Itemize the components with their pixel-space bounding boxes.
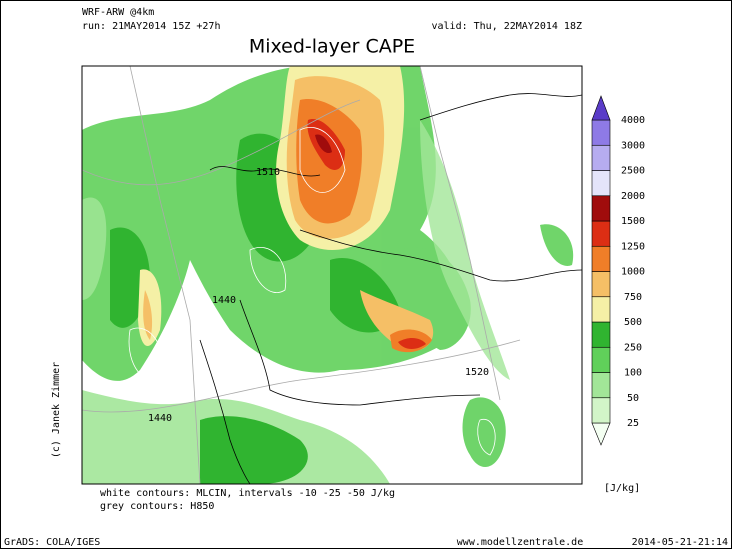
color-segment (591, 271, 611, 298)
run-label: run: 21MAY2014 15Z +27h (82, 21, 220, 32)
colorbar-label: 25 (627, 418, 639, 429)
legend-grey: grey contours: H850 (100, 501, 214, 512)
colorbar-label: 250 (624, 342, 642, 353)
valid-label: valid: Thu, 22MAY2014 18Z (431, 21, 582, 32)
colorbar-label: 750 (624, 292, 642, 303)
color-segment (591, 220, 611, 247)
map-title: Mixed-layer CAPE (249, 36, 415, 58)
color-segment (591, 245, 611, 272)
credit: (c) Janek Zimmer (51, 362, 62, 458)
contour-label: 1440 (212, 295, 236, 306)
colorbar-label: 2500 (621, 166, 645, 177)
color-segment (591, 372, 611, 399)
color-segment (591, 296, 611, 323)
colorbar-label: 3000 (621, 140, 645, 151)
footer-left: GrADS: COLA/IGES (4, 537, 100, 548)
color-triangle (591, 95, 611, 121)
color-segment (591, 321, 611, 348)
map-area: 1510 1440 1440 1520 (81, 65, 583, 485)
color-segment (591, 346, 611, 373)
colorbar-label: 4000 (621, 115, 645, 126)
colorbar-label: 2000 (621, 191, 645, 202)
legend-white: white contours: MLCIN, intervals -10 -25… (100, 488, 395, 499)
colorbar-label: 50 (627, 393, 639, 404)
contour-label: 1520 (465, 367, 489, 378)
contour-label: 1510 (256, 167, 280, 178)
color-segment (591, 119, 611, 146)
model-label: WRF-ARW @4km (82, 7, 154, 18)
color-segment (591, 195, 611, 222)
colorbar-label: 1000 (621, 267, 645, 278)
color-segment (591, 170, 611, 197)
colorbar-unit: [J/kg] (604, 483, 640, 494)
colorbar-label: 500 (624, 317, 642, 328)
footer-center: www.modellzentrale.de (457, 537, 583, 548)
color-segment (591, 397, 611, 424)
color-segment (591, 144, 611, 171)
footer-right: 2014-05-21-21:14 (632, 537, 728, 548)
colorbar-label: 1500 (621, 216, 645, 227)
colorbar: 25 50 100 250 500 750 1000 1250 1500 2000 2500 3000… (591, 95, 645, 446)
colorbar-label: 100 (624, 368, 642, 379)
colorbar-label: 1250 (621, 241, 645, 252)
contour-label: 1440 (148, 413, 172, 424)
